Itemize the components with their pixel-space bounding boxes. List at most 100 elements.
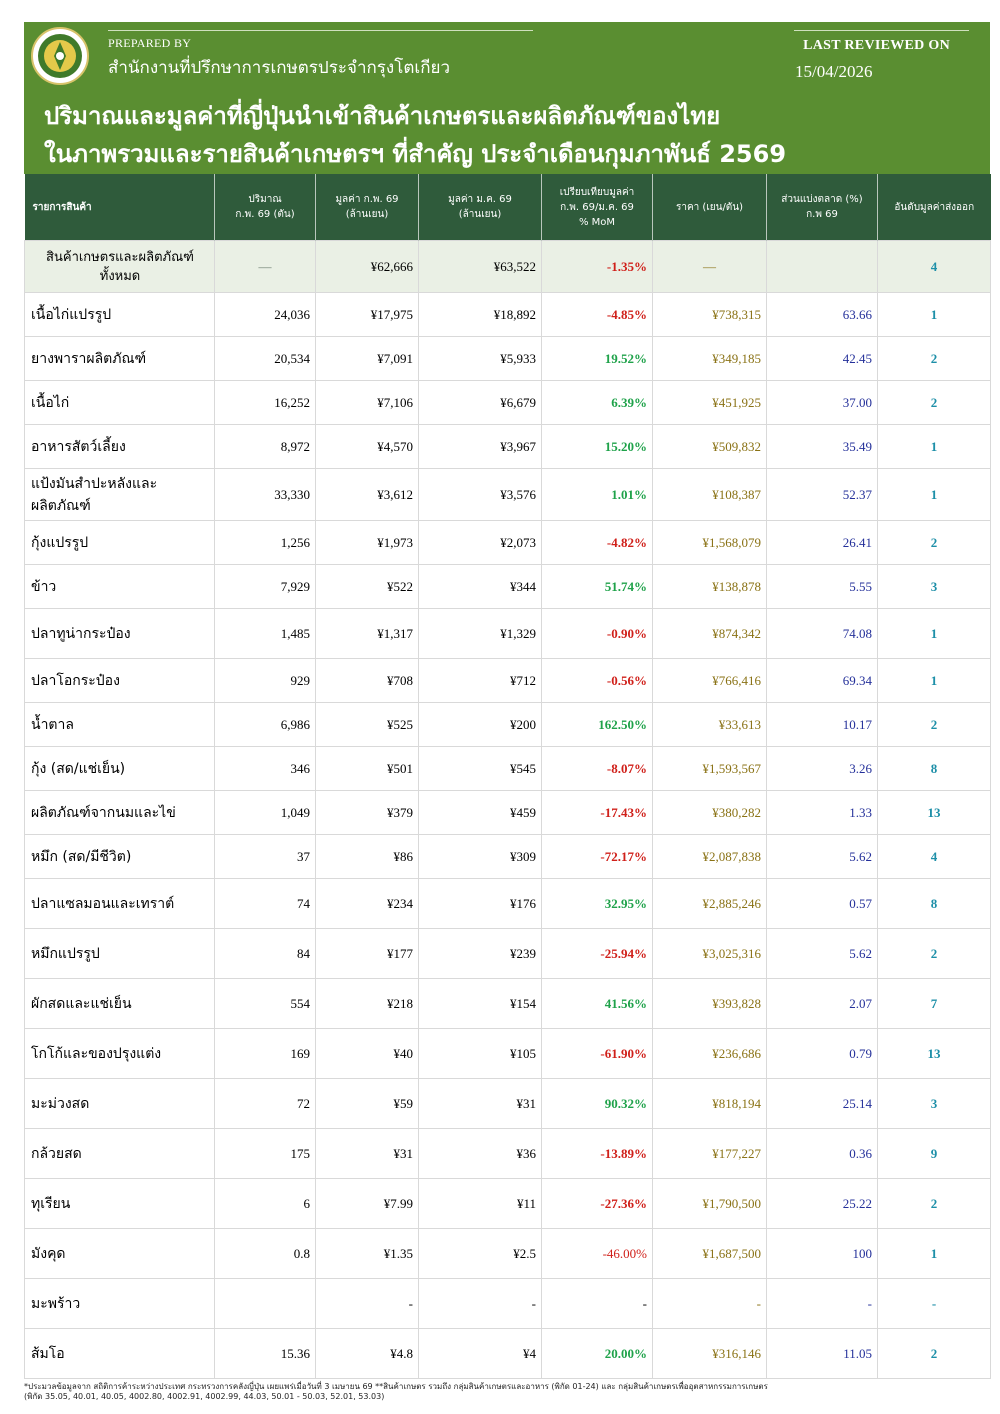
cell-rank: 4 xyxy=(877,240,991,293)
cell-name: หมึก (สด/มีชีวิต) xyxy=(24,834,215,879)
cell-qty: 72 xyxy=(214,1078,316,1129)
cell-qty: 37 xyxy=(214,834,316,879)
cell-mom: -0.56% xyxy=(541,658,653,703)
cell-qty: 346 xyxy=(214,746,316,791)
cell-qty: 6,986 xyxy=(214,702,316,747)
cell-qty: 8,972 xyxy=(214,424,316,469)
cell-share: 37.00 xyxy=(766,380,878,425)
cell-share: 25.22 xyxy=(766,1178,878,1229)
cell-share: 5.62 xyxy=(766,834,878,879)
cell-feb: ¥379 xyxy=(315,790,419,835)
col-header-mom: เปรียบเทียบมูลค่า ก.พ. 69/ม.ค. 69% MoM xyxy=(541,174,653,241)
cell-rank: 8 xyxy=(877,878,991,929)
cell-mom: -25.94% xyxy=(541,928,653,979)
table-row: กุ้ง (สด/แช่เย็น) 346 ¥501 ¥545 -8.07% ¥1,593… xyxy=(24,746,991,791)
col-header-share: ส่วนแบ่งตลาด (%) ก.พ 69 xyxy=(766,174,878,241)
cell-rank: 2 xyxy=(877,336,991,381)
table-row: ส้มโอ 15.36 ¥4.8 ¥4 20.00% ¥316,146 11.05 2 xyxy=(24,1328,991,1379)
cell-jan: ¥4 xyxy=(418,1328,542,1379)
cell-share: 52.37 xyxy=(766,468,878,521)
cell-qty: 0.8 xyxy=(214,1228,316,1279)
cell-qty: 16,252 xyxy=(214,380,316,425)
cell-jan: ¥3,967 xyxy=(418,424,542,469)
cell-feb: ¥1,317 xyxy=(315,608,419,659)
cell-mom: -1.35% xyxy=(541,240,653,293)
cell-mom: 51.74% xyxy=(541,564,653,609)
col-header-value-jan: มูลค่า ม.ค. 69 (ล้านเยน) xyxy=(418,174,542,241)
cell-mom: 19.52% xyxy=(541,336,653,381)
cell-mom: -8.07% xyxy=(541,746,653,791)
page-title-line2: ในภาพรวมและรายสินค้าเกษตรฯ ที่สำคัญ ประจ… xyxy=(44,140,787,168)
cell-jan: ¥459 xyxy=(418,790,542,835)
cell-name: ทุเรียน xyxy=(24,1178,215,1229)
cell-name: มะม่วงสด xyxy=(24,1078,215,1129)
table-row: มะพร้าว - - - - - - xyxy=(24,1278,991,1329)
page-title-line1: ปริมาณและมูลค่าที่ญี่ปุ่นนำเข้าสินค้าเกษ… xyxy=(44,102,721,130)
cell-qty: 175 xyxy=(214,1128,316,1179)
last-reviewed-date: 15/04/2026 xyxy=(795,62,873,81)
cell-share: 42.45 xyxy=(766,336,878,381)
cell-qty: 84 xyxy=(214,928,316,979)
col-header-value-feb: มูลค่า ก.พ. 69 (ล้านเยน) xyxy=(315,174,419,241)
cell-feb: ¥4,570 xyxy=(315,424,419,469)
cell-name: กล้วยสด xyxy=(24,1128,215,1179)
office-seal-logo xyxy=(31,27,89,85)
cell-rank: 2 xyxy=(877,380,991,425)
cell-mom: 1.01% xyxy=(541,468,653,521)
cell-rank: 13 xyxy=(877,1028,991,1079)
cell-name: เนื้อไก่แปรรูป xyxy=(24,292,215,337)
cell-rank: 2 xyxy=(877,702,991,747)
cell-name: แป้งมันสำปะหลังและผลิตภัณฑ์ xyxy=(24,468,215,521)
cell-share: 0.79 xyxy=(766,1028,878,1079)
cell-rank: 1 xyxy=(877,468,991,521)
cell-price: ¥138,878 xyxy=(652,564,767,609)
cell-name: ยางพาราผลิตภัณฑ์ xyxy=(24,336,215,381)
cell-price: - xyxy=(652,1278,767,1329)
cell-feb: ¥7,106 xyxy=(315,380,419,425)
cell-name: หมึกแปรรูป xyxy=(24,928,215,979)
col-header-quantity: ปริมาณ ก.พ. 69 (ตัน) xyxy=(214,174,316,241)
cell-price: ¥316,146 xyxy=(652,1328,767,1379)
cell-share: 74.08 xyxy=(766,608,878,659)
cell-feb: ¥59 xyxy=(315,1078,419,1129)
cell-share: 3.26 xyxy=(766,746,878,791)
cell-price: ¥393,828 xyxy=(652,978,767,1029)
table-row: หมึกแปรรูป 84 ¥177 ¥239 -25.94% ¥3,025,316 5.6… xyxy=(24,928,991,979)
cell-mom: -4.82% xyxy=(541,520,653,565)
cell-name: อาหารสัตว์เลี้ยง xyxy=(24,424,215,469)
cell-name: เนื้อไก่ xyxy=(24,380,215,425)
cell-qty: 24,036 xyxy=(214,292,316,337)
table-row: ผักสดและแช่เย็น 554 ¥218 ¥154 41.56% ¥393,828… xyxy=(24,978,991,1029)
table-row: ปลาทูน่ากระป๋อง 1,485 ¥1,317 ¥1,329 -0.90% ¥8… xyxy=(24,608,991,659)
cell-rank: 4 xyxy=(877,834,991,879)
cell-qty: 6 xyxy=(214,1178,316,1229)
table-row: ข้าว 7,929 ¥522 ¥344 51.74% ¥138,878 5.55 3 xyxy=(24,564,991,609)
cell-price: ¥2,087,838 xyxy=(652,834,767,879)
cell-feb: ¥177 xyxy=(315,928,419,979)
cell-name: ปลาโอกระป๋อง xyxy=(24,658,215,703)
cell-mom: -27.36% xyxy=(541,1178,653,1229)
table-row: กล้วยสด 175 ¥31 ¥36 -13.89% ¥177,227 0.36 9 xyxy=(24,1128,991,1179)
cell-rank: 1 xyxy=(877,424,991,469)
cell-price: ¥818,194 xyxy=(652,1078,767,1129)
table-row: น้ำตาล 6,986 ¥525 ¥200 162.50% ¥33,613 10.17 2 xyxy=(24,702,991,747)
cell-price: — xyxy=(652,240,767,293)
cell-jan: ¥239 xyxy=(418,928,542,979)
cell-jan: ¥545 xyxy=(418,746,542,791)
cell-qty: 169 xyxy=(214,1028,316,1079)
cell-mom: 32.95% xyxy=(541,878,653,929)
col-header-rank: อันดับมูลค่าส่งออก xyxy=(877,174,991,241)
cell-jan: ¥712 xyxy=(418,658,542,703)
cell-share: 35.49 xyxy=(766,424,878,469)
cell-rank: 3 xyxy=(877,564,991,609)
cell-share xyxy=(766,240,878,293)
cell-name: ปลาทูน่ากระป๋อง xyxy=(24,608,215,659)
cell-jan: ¥200 xyxy=(418,702,542,747)
cell-feb: - xyxy=(315,1278,419,1329)
cell-jan: ¥18,892 xyxy=(418,292,542,337)
cell-price: ¥236,686 xyxy=(652,1028,767,1079)
table-header-row: รายการสินค้า ปริมาณ ก.พ. 69 (ตัน) มูลค่า … xyxy=(24,174,991,241)
cell-jan: ¥63,522 xyxy=(418,240,542,293)
cell-price: ¥33,613 xyxy=(652,702,767,747)
cell-mom: -13.89% xyxy=(541,1128,653,1179)
